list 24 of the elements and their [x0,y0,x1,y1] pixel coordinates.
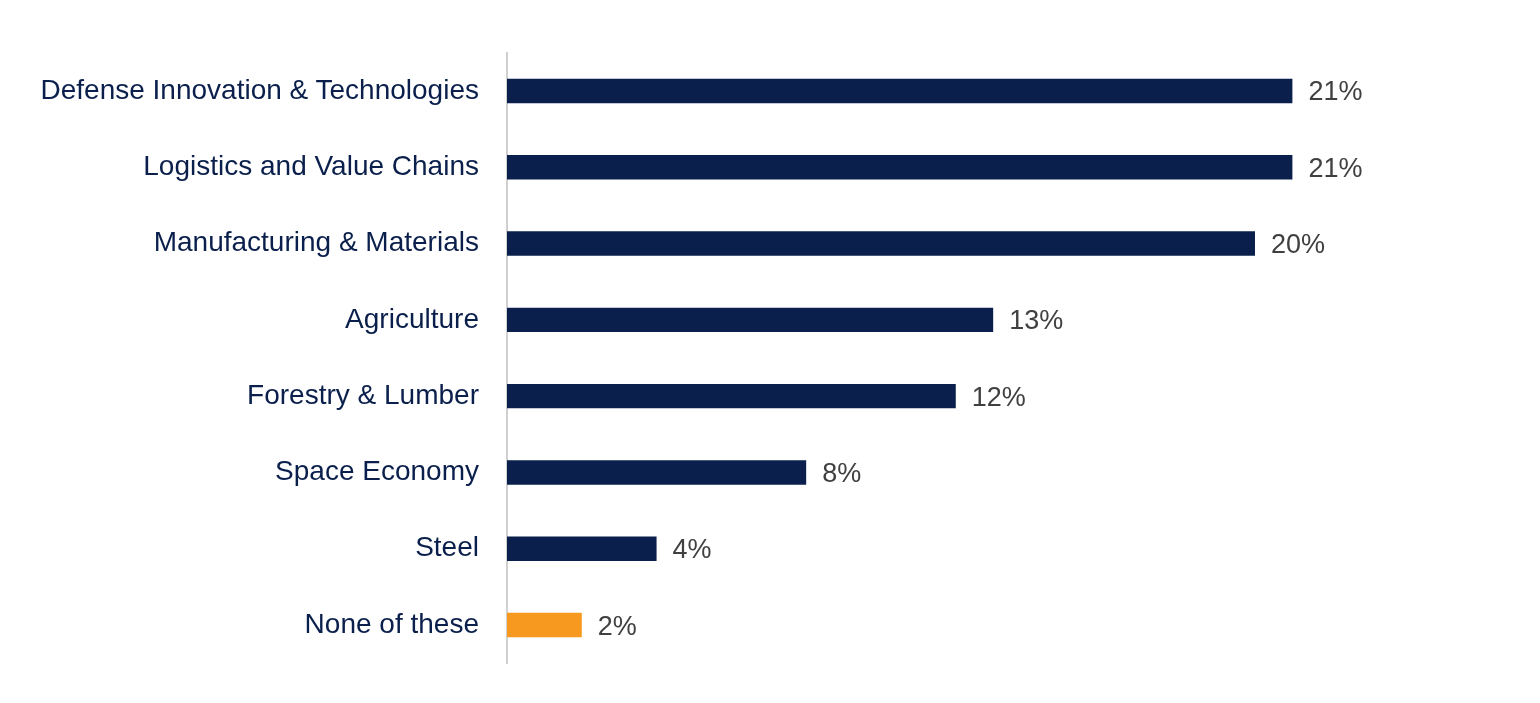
y-tick-label: Manufacturing & Materials [153,226,479,258]
data-label: 20% [1270,229,1326,259]
bar [506,612,582,638]
data-label: 8% [822,457,862,488]
data-label: 12% [971,381,1026,412]
y-tick-label: None of these [304,607,479,639]
bar [506,231,1255,256]
data-label: 13% [1009,305,1064,336]
y-tick-label: Logistics and Value Chains [143,149,479,181]
data-label: 4% [672,534,712,565]
y-tick-label: Forestry & Lumber [247,378,479,410]
y-tick-label: Space Economy [275,455,479,487]
data-label: 21% [1308,76,1363,107]
data-label: 2% [597,610,637,641]
bar [506,307,994,333]
y-tick-label: Defense Innovation & Technologies [40,73,479,105]
bar [506,383,956,409]
bar [506,460,807,485]
y-tick-label: Agriculture [345,302,479,334]
bar [506,155,1293,180]
bar [506,536,657,561]
data-label: 21% [1308,152,1363,183]
y-tick-label: Steel [415,531,479,563]
bar [506,78,1293,104]
